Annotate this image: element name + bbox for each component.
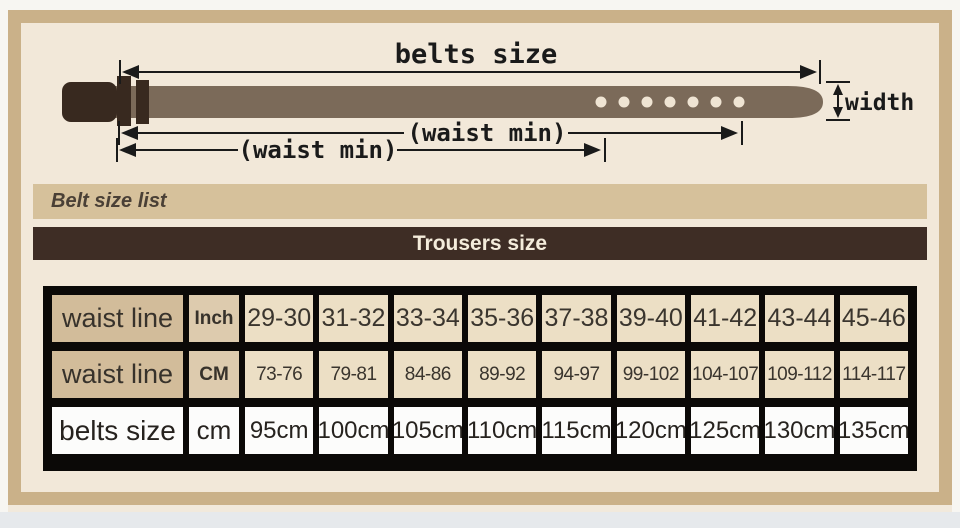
table-cell: 135cm — [839, 407, 908, 454]
table-cell: 114-117 — [839, 351, 908, 398]
panel-bottom-shadow — [8, 505, 952, 512]
table-cell: 79-81 — [319, 351, 388, 398]
trousers-size-label: Trousers size — [412, 232, 548, 255]
table-cell: 109-112 — [765, 351, 834, 398]
table-cell: 125cm — [691, 407, 760, 454]
width-label: width — [845, 90, 914, 116]
table-cell: 35-36 — [468, 295, 537, 342]
width-dimension-arrow — [826, 81, 850, 121]
table-row-label: belts size — [52, 407, 183, 454]
diagram-title: belts size — [395, 39, 558, 70]
table-cell: 130cm — [765, 407, 834, 454]
table-unit-cell: CM — [189, 351, 239, 398]
waist-min-upper-dimension-arrow — [118, 121, 743, 145]
trousers-size-header: Trousers size — [33, 227, 927, 260]
table-cell: 105cm — [393, 407, 462, 454]
belt-diagram: belts size (waist min) (waist min) width — [62, 39, 914, 164]
table-cell: 43-44 — [765, 295, 834, 342]
waist-min-lower-label: (waist min) — [239, 136, 398, 164]
table-cell: 33-34 — [393, 295, 462, 342]
belt-size-list-label: Belt size list — [51, 190, 167, 212]
page-bottom-strip — [0, 512, 960, 528]
table-cell: 29-30 — [245, 295, 314, 342]
belt-buckle — [62, 82, 117, 122]
table-cell: 110cm — [468, 407, 537, 454]
table-cell: 45-46 — [839, 295, 908, 342]
table-cell: 84-86 — [393, 351, 462, 398]
table-cell: 95cm — [245, 407, 314, 454]
belt-illustration — [62, 76, 823, 126]
table-cell: 94-97 — [542, 351, 611, 398]
table-cell: 39-40 — [616, 295, 685, 342]
table-cell: 100cm — [319, 407, 388, 454]
table-cell: 115cm — [542, 407, 611, 454]
waist-min-upper-label: (waist min) — [408, 119, 567, 147]
belt-size-list-header: Belt size list — [33, 184, 927, 219]
table-cell: 37-38 — [542, 295, 611, 342]
belt-holes — [595, 96, 745, 108]
table-row-label: waist line — [52, 295, 183, 342]
belt-keeper-loop — [136, 80, 149, 124]
table-unit-cell: Inch — [189, 295, 239, 342]
table-cell: 31-32 — [319, 295, 388, 342]
belt-strap — [115, 86, 823, 118]
table-cell: 120cm — [616, 407, 685, 454]
waist-min-lower-dimension-arrow — [116, 138, 606, 162]
belts-size-dimension-arrow — [119, 60, 821, 84]
table-cell: 104-107 — [691, 351, 760, 398]
belt-keeper-loop — [117, 76, 131, 126]
table-cell: 73-76 — [245, 351, 314, 398]
size-table: waist line Inch 29-30 31-32 33-34 35-36 … — [43, 286, 917, 471]
table-cell: 99-102 — [616, 351, 685, 398]
table-unit-cell: cm — [189, 407, 239, 454]
table-cell: 41-42 — [691, 295, 760, 342]
table-cell: 89-92 — [468, 351, 537, 398]
table-row-label: waist line — [52, 351, 183, 398]
